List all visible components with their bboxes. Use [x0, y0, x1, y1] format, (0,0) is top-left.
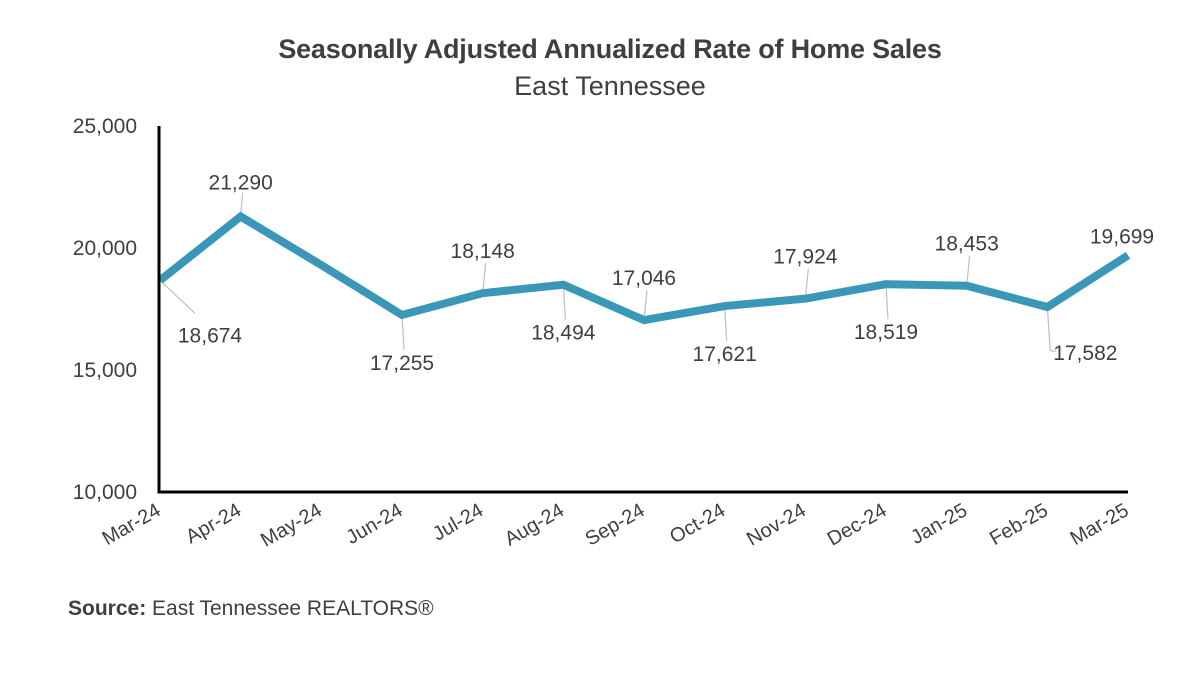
y-tick-label: 10,000 [73, 481, 137, 504]
axes [157, 126, 1128, 494]
data-label: 21,290 [209, 172, 273, 195]
data-label: 17,255 [370, 352, 434, 375]
data-labels: 18,674 21,290 17,255 18,148 18,494 17,046 17,6… [178, 172, 1154, 375]
source-text: East Tennessee REALTORS® [146, 597, 434, 620]
x-tick-label: Jun-24 [343, 499, 407, 549]
x-tick-label: Dec-24 [824, 499, 891, 550]
x-axis-ticks: Mar-24 Apr-24 May-24 Jun-24 Jul-24 Aug-24 Sep-… [99, 499, 1133, 551]
data-label: 18,453 [935, 233, 999, 256]
x-tick-label: Oct-24 [666, 499, 729, 548]
data-label: 18,148 [451, 240, 515, 263]
x-tick-label: Mar-24 [99, 499, 165, 550]
data-label-leader [885, 284, 889, 320]
data-label: 18,494 [531, 322, 596, 345]
data-label: 19,699 [1090, 225, 1154, 248]
y-tick-label: 20,000 [73, 237, 137, 260]
chart-subtitle: East Tennessee [514, 71, 706, 101]
data-label: 18,674 [178, 324, 243, 347]
data-label-leader [562, 284, 566, 320]
y-tick-label: 25,000 [73, 115, 137, 138]
x-tick-label: Jul-24 [429, 499, 487, 545]
x-tick-label: Jan-25 [907, 499, 971, 549]
data-label: 18,519 [854, 321, 918, 344]
data-label-leader [159, 279, 196, 314]
x-tick-label: Nov-24 [743, 499, 810, 550]
x-tick-label: Mar-25 [1067, 499, 1133, 550]
y-tick-label: 15,000 [73, 359, 137, 382]
x-tick-label: Sep-24 [582, 499, 649, 550]
data-label: 17,924 [773, 246, 838, 269]
data-label-leader [401, 314, 405, 351]
source-prefix: Source: [68, 597, 147, 620]
data-label: 17,582 [1053, 342, 1117, 365]
chart-title: Seasonally Adjusted Annualized Rate of H… [278, 34, 942, 64]
data-label-leader [482, 263, 487, 294]
x-tick-label: May-24 [257, 499, 326, 551]
y-axis-ticks: 10,000 15,000 20,000 25,000 [73, 115, 137, 504]
data-label: 17,621 [693, 343, 757, 366]
data-label-leader [804, 268, 809, 299]
data-label-leaders [159, 192, 1057, 352]
data-label: 17,046 [612, 267, 676, 290]
source-note: Source: East Tennessee REALTORS® [68, 597, 434, 621]
x-tick-label: Feb-25 [986, 499, 1052, 550]
x-tick-label: Apr-24 [182, 499, 245, 548]
x-tick-label: Aug-24 [501, 499, 568, 550]
data-label-leader [966, 255, 971, 286]
data-label-leader [643, 290, 648, 321]
data-label-leader [1046, 306, 1051, 352]
data-label-leader [724, 306, 728, 342]
